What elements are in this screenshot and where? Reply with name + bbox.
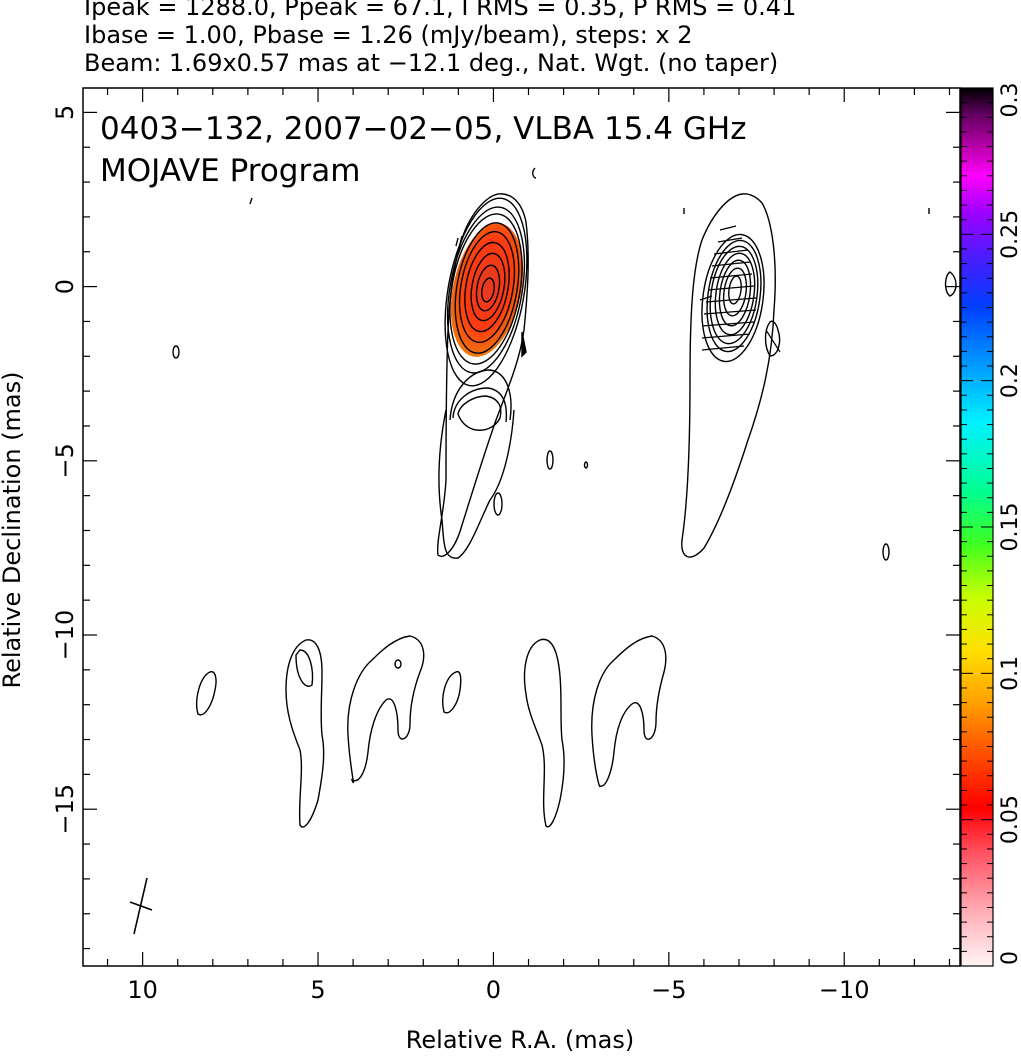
- left-panel-contours: [172, 167, 589, 559]
- colorbar-tick-label: 0.2: [998, 363, 1021, 398]
- colorbar-tick-label: 0.15: [998, 503, 1021, 552]
- header-line-2: Ibase = 1.00, Pbase = 1.26 (mJy/beam), s…: [84, 21, 693, 49]
- y-tick-label: −5: [51, 443, 79, 478]
- beam-marker: [129, 877, 153, 935]
- colorbar-tick-label: 0.25: [998, 210, 1021, 259]
- colorbar-tick-label: 0: [998, 951, 1021, 965]
- x-axis-label: Relative R.A. (mas): [405, 1026, 635, 1054]
- x-tick-label: 5: [310, 976, 325, 1004]
- y-axis-ticks: 5 0 −5 −10 −15: [51, 105, 960, 950]
- lower-right-contours: [523, 635, 667, 828]
- evpa-vectors: [699, 225, 781, 353]
- x-tick-label: −10: [819, 976, 870, 1004]
- colorbar-ticks: 0 0.05 0.1 0.15 0.2 0.25 0.3: [961, 83, 1021, 967]
- y-tick-label: −15: [51, 784, 79, 835]
- x-tick-label: 10: [127, 976, 158, 1004]
- chart-title: 0403−132, 2007−02−05, VLBA 15.4 GHz: [100, 111, 747, 147]
- x-tick-label: −5: [651, 976, 686, 1004]
- lower-left-contours: [196, 635, 462, 828]
- header-line-3: Beam: 1.69x0.57 mas at −12.1 deg., Nat. …: [84, 49, 779, 77]
- x-tick-label: 0: [486, 976, 501, 1004]
- y-tick-label: −10: [51, 610, 79, 661]
- right-panel-contours: [681, 193, 957, 561]
- header-line-1: Ipeak = 1288.0, Ppeak = 67.1, I RMS = 0.…: [84, 0, 797, 21]
- plot-frame: [82, 87, 961, 967]
- chart-subtitle: MOJAVE Program: [100, 153, 361, 189]
- colorbar-tick-label: 0.1: [998, 656, 1021, 691]
- colorbar-tick-label: 0.05: [998, 795, 1021, 844]
- y-tick-label: 5: [51, 105, 79, 120]
- colorbar-tick-label: 0.3: [998, 83, 1021, 118]
- x-axis-ticks: 10 5 0 −5 −10: [106, 88, 951, 1004]
- y-tick-label: 0: [51, 279, 79, 294]
